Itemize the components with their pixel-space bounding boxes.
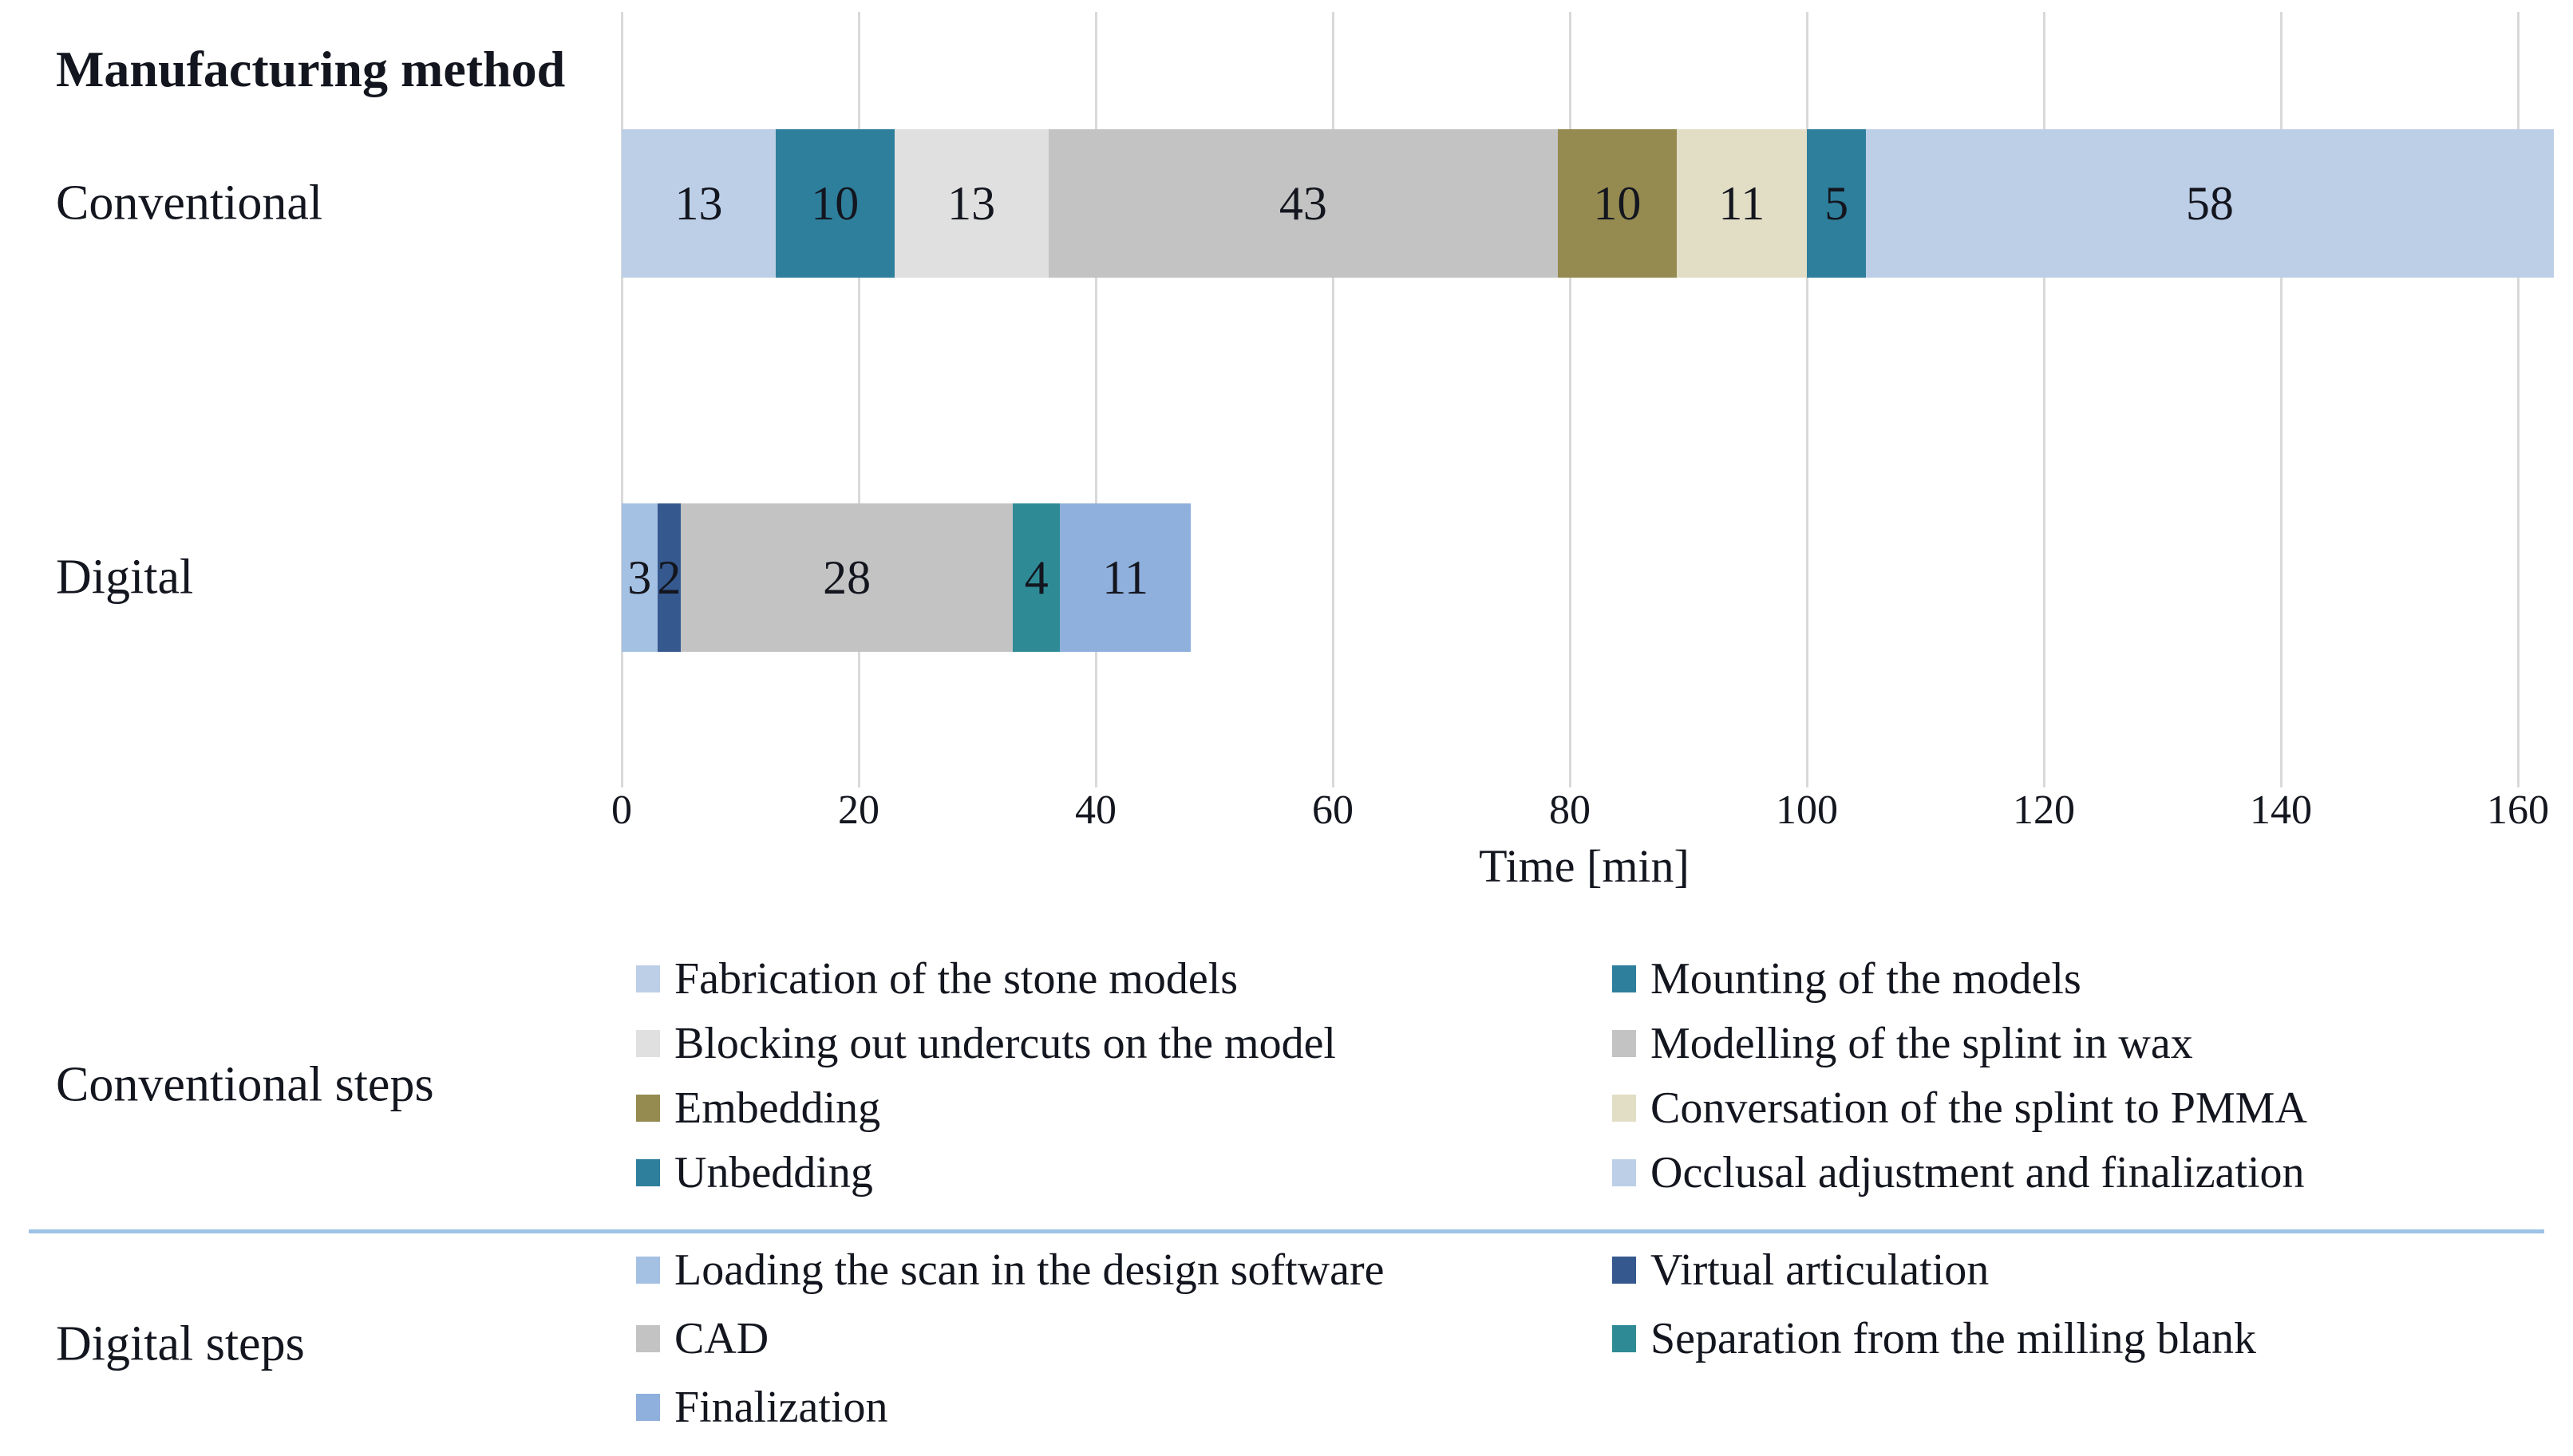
bar-segment: 5	[1807, 129, 1867, 278]
bar-segment: 13	[622, 129, 777, 278]
legend-swatch	[636, 1094, 660, 1122]
gridline-120	[2042, 12, 2045, 787]
x-axis-tick-100: 100	[1776, 787, 1838, 833]
gridline-40	[1094, 12, 1097, 787]
legend-section-label-conventional: Conventional steps	[56, 1057, 434, 1112]
category-label-digital: Digital	[56, 550, 194, 605]
legend-section-label-digital: Digital steps	[56, 1316, 305, 1371]
x-axis-tick-60: 60	[1312, 787, 1354, 833]
gridline-80	[1568, 12, 1571, 787]
legend-item: Mounting of the models	[1612, 946, 2307, 1011]
legend-label: CAD	[674, 1314, 769, 1363]
legend-label: Conversation of the splint to PMMA	[1650, 1083, 2307, 1133]
bar-value-label: 10	[811, 176, 860, 230]
legend-swatch	[636, 1257, 660, 1284]
bar-value-label: 13	[674, 176, 723, 230]
legend-label: Finalization	[674, 1383, 888, 1432]
legend-swatch	[1612, 1094, 1636, 1122]
legend-item: Virtual articulation	[1612, 1236, 2256, 1304]
legend-swatch	[636, 965, 660, 992]
x-axis-tick-0: 0	[611, 787, 632, 833]
bar-value-label: 43	[1279, 176, 1327, 230]
bar-segment: 2	[657, 503, 682, 652]
bar-segment: 10	[776, 129, 895, 278]
x-axis-tick-20: 20	[838, 787, 879, 833]
bar-value-label: 4	[1024, 550, 1049, 604]
bar-segment: 58	[1866, 129, 2554, 278]
x-axis-tick-80: 80	[1549, 787, 1591, 833]
legend-label: Embedding	[674, 1083, 881, 1133]
bar-value-label: 3	[627, 550, 652, 604]
x-axis-tick-40: 40	[1075, 787, 1117, 833]
legend-item: Conversation of the splint to PMMA	[1612, 1075, 2307, 1140]
legend-digital-column-1: Loading the scan in the design software C…	[636, 1236, 1385, 1442]
legend-label: Loading the scan in the design software	[674, 1245, 1385, 1295]
legend-swatch	[1612, 1257, 1636, 1284]
gridline-20	[857, 12, 860, 787]
bar-segment: 43	[1048, 129, 1559, 278]
bar-value-label: 10	[1593, 176, 1642, 230]
legend-item: Separation from the milling blank	[1612, 1304, 2256, 1373]
x-axis-title: Time [min]	[1479, 840, 1690, 892]
gridline-0	[620, 12, 623, 787]
bar-value-label: 13	[947, 176, 996, 230]
legend-swatch	[1612, 1325, 1636, 1352]
legend-label: Modelling of the splint in wax	[1650, 1018, 2193, 1068]
gridline-60	[1331, 12, 1334, 787]
bar-segment: 10	[1558, 129, 1677, 278]
legend-item: Finalization	[636, 1373, 1385, 1442]
legend-item: Occlusal adjustment and finalization	[1612, 1140, 2307, 1205]
legend-swatch	[636, 1394, 660, 1421]
bar-segment: 11	[1060, 503, 1191, 652]
legend-swatch	[636, 1029, 660, 1057]
bar-segment: 11	[1676, 129, 1807, 278]
gridline-140	[2279, 12, 2282, 787]
legend-item: Modelling of the splint in wax	[1612, 1011, 2307, 1075]
legend-item: Fabrication of the stone models	[636, 946, 1336, 1011]
chart-title: Manufacturing method	[56, 41, 566, 97]
category-label-conventional: Conventional	[56, 176, 323, 231]
legend-swatch	[636, 1158, 660, 1186]
gridline-160	[2516, 12, 2520, 787]
legend-item: CAD	[636, 1304, 1385, 1373]
legend-label: Unbedding	[674, 1147, 873, 1198]
bar-value-label: 11	[1102, 550, 1148, 604]
legend-digital-column-2: Virtual articulation Separation from the …	[1612, 1236, 2256, 1373]
legend-swatch	[636, 1325, 660, 1352]
legend-item: Unbedding	[636, 1140, 1336, 1205]
legend-conventional-column-1: Fabrication of the stone models Blocking …	[636, 946, 1336, 1205]
bar-segment: 3	[622, 503, 658, 652]
gridline-100	[1805, 12, 1808, 787]
bar-segment: 4	[1013, 503, 1061, 652]
legend-item: Loading the scan in the design software	[636, 1236, 1385, 1304]
bar-value-label: 2	[657, 550, 682, 604]
legend-label: Occlusal adjustment and finalization	[1650, 1147, 2305, 1198]
legend-item: Embedding	[636, 1075, 1336, 1140]
legend-label: Virtual articulation	[1650, 1245, 1990, 1295]
legend-swatch	[1612, 1029, 1636, 1057]
bar-value-label: 58	[2185, 176, 2234, 230]
bar-segment: 28	[681, 503, 1014, 652]
x-axis-tick-140: 140	[2250, 787, 2312, 833]
legend-label: Fabrication of the stone models	[674, 953, 1239, 1004]
legend-conventional-column-2: Mounting of the models Modelling of the s…	[1612, 946, 2307, 1205]
bar-segment: 13	[894, 129, 1049, 278]
legend-swatch	[1612, 965, 1636, 992]
legend-swatch	[1612, 1158, 1636, 1186]
legend-label: Mounting of the models	[1650, 953, 2081, 1004]
x-axis-tick-120: 120	[2013, 787, 2075, 833]
bar-value-label: 28	[823, 550, 872, 604]
x-axis-tick-160: 160	[2487, 787, 2549, 833]
legend-label: Separation from the milling blank	[1650, 1314, 2256, 1363]
bar-value-label: 11	[1718, 176, 1765, 230]
legend-label: Blocking out undercuts on the model	[674, 1018, 1336, 1068]
legend-section-divider	[29, 1229, 2544, 1233]
bar-value-label: 5	[1824, 176, 1849, 230]
legend-item: Blocking out undercuts on the model	[636, 1011, 1336, 1075]
